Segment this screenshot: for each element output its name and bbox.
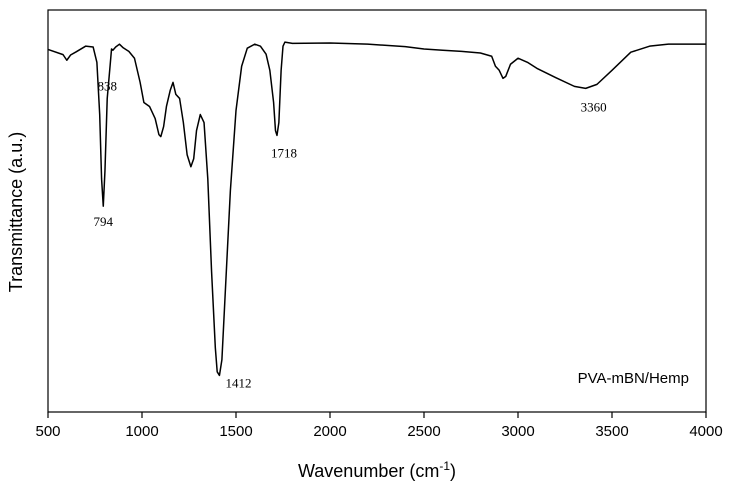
x-axis-title-end: ) [450, 461, 456, 481]
peak-label-3360: 3360 [581, 99, 607, 114]
x-tick-label-2500: 2500 [407, 423, 440, 440]
plot-frame [47, 9, 707, 413]
y-axis-title: Transmittance (a.u.) [6, 132, 26, 292]
peak-label-1718: 1718 [271, 145, 297, 160]
x-axis-ticks [47, 412, 707, 418]
peak-annotations: 794 838 1412 1718 3360 [94, 79, 607, 391]
x-axis-title-superscript: -1 [439, 459, 450, 473]
x-tick-label-4000: 4000 [689, 423, 722, 440]
peak-label-838: 838 [98, 79, 118, 94]
x-tick-label-3000: 3000 [501, 423, 534, 440]
x-axis-title-main: Wavenumber (cm [298, 461, 439, 481]
x-axis-title: Wavenumber (cm-1) [298, 459, 456, 481]
x-tick-label-1000: 1000 [125, 423, 158, 440]
x-tick-label-2000: 2000 [313, 423, 346, 440]
x-tick-label-500: 500 [35, 423, 60, 440]
x-tick-label-3500: 3500 [595, 423, 628, 440]
x-tick-label-1500: 1500 [219, 423, 252, 440]
peak-label-1412: 1412 [225, 375, 251, 390]
series-line-transmittance [47, 41, 706, 377]
peak-label-794: 794 [94, 214, 114, 229]
x-axis-tick-labels: 500 1000 1500 2000 2500 3000 3500 4000 [35, 423, 722, 440]
legend-label: PVA-mBN/Hemp [578, 370, 689, 387]
